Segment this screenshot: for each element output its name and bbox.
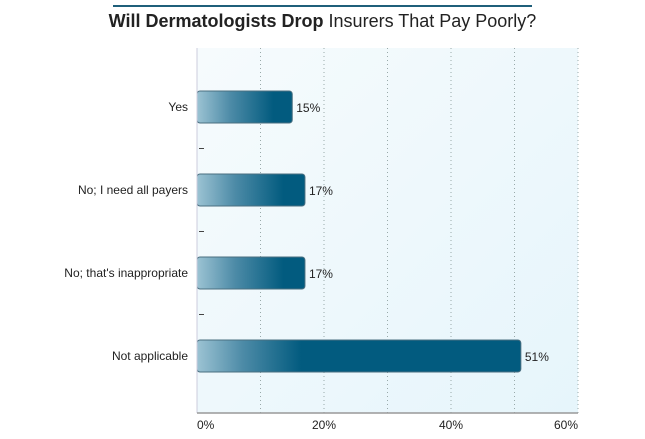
data-label: 15% — [296, 101, 320, 115]
title-rule — [113, 5, 532, 7]
x-tick-label: 40% — [439, 418, 463, 432]
title-bold: Will Dermatologists Drop — [108, 11, 324, 31]
bar — [196, 256, 306, 290]
x-tick-label: 0% — [197, 418, 215, 432]
x-tick-label: 60% — [554, 418, 578, 432]
x-tick-label: 20% — [312, 418, 336, 432]
category-label: Yes — [168, 100, 188, 114]
title-rest: Insurers That Pay Poorly? — [328, 11, 537, 31]
bar — [196, 90, 293, 124]
data-label: 17% — [309, 184, 333, 198]
bar — [196, 339, 522, 373]
data-label: 17% — [309, 267, 333, 281]
data-label: 51% — [525, 350, 549, 364]
category-label: No; I need all payers — [78, 183, 188, 197]
chart-title: Will Dermatologists Drop Insurers That P… — [0, 11, 645, 32]
bar — [196, 173, 306, 207]
category-label: No; that's inappropriate — [64, 266, 188, 280]
category-label: Not applicable — [112, 349, 188, 363]
